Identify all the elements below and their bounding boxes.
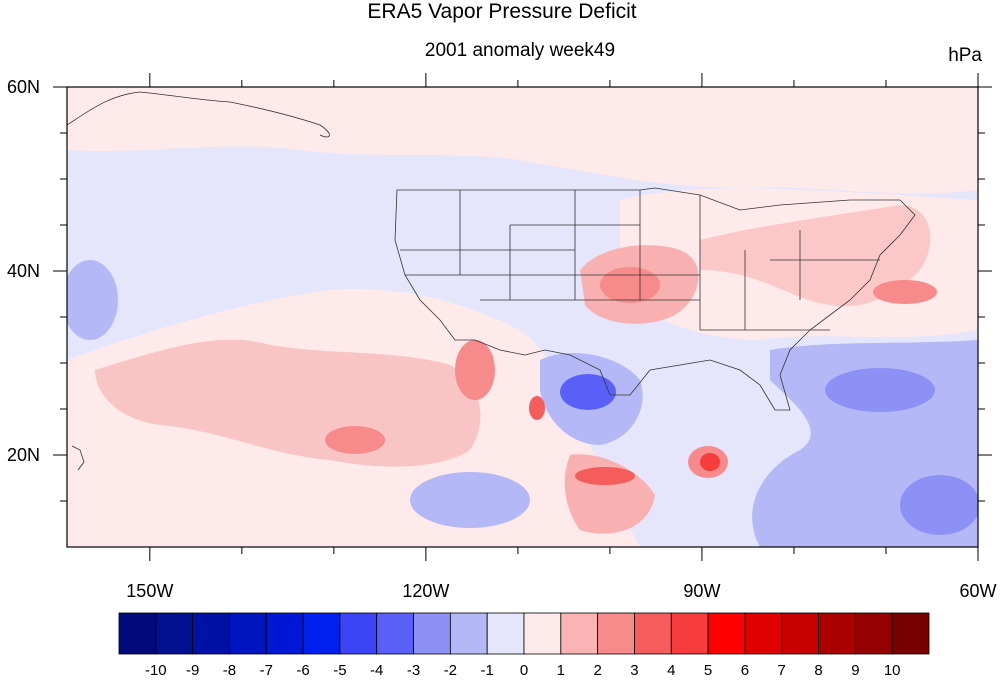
colorbar-swatch (376, 612, 414, 655)
plot-subtitle: 2001 anomaly week49 (424, 40, 616, 61)
colorbar-swatch (155, 612, 194, 655)
state-lines (400, 190, 880, 331)
colorbar-label: 8 (814, 662, 822, 679)
colorbar-label: 5 (704, 662, 712, 679)
colorbar-label: -4 (370, 662, 383, 679)
state-boundaries (394, 187, 916, 411)
lon-tick-label: 60W (959, 581, 996, 601)
plot-title: ERA5 Vapor Pressure Deficit (367, 0, 637, 23)
atlantic-anomaly-neg2 (825, 368, 935, 412)
colorbar-label: 0 (520, 662, 528, 679)
colorbar-label: -2 (444, 662, 457, 679)
colorbar-swatch (891, 612, 930, 655)
colorbar-label: 6 (741, 662, 749, 679)
colorbar-swatch (597, 612, 635, 655)
colorbar-label: 9 (851, 662, 859, 679)
caribbean-5 (700, 453, 720, 471)
colorbar-swatch (707, 612, 746, 655)
colorbar-label: 7 (778, 662, 786, 679)
colorbar-label: -1 (481, 662, 494, 679)
southern-mexico-4 (575, 467, 635, 485)
atlantic-anomaly-3 (873, 280, 937, 304)
colorbar-swatch (854, 612, 893, 655)
colorbar-swatch (118, 612, 157, 655)
colorbar-swatch (265, 612, 304, 655)
baja-anomaly-4 (529, 396, 545, 420)
colorbar-swatch (192, 612, 230, 655)
hawaii-coastline (71, 445, 85, 471)
axis-ticks: 150W 120W 90W 60W 60N 40N 20N (7, 73, 997, 601)
colorbar-swatch (560, 612, 599, 655)
colorbar-swatch (634, 612, 672, 655)
anomaly-field (67, 87, 978, 547)
colorbar-swatch (744, 612, 783, 655)
colorbar-label: -9 (186, 662, 199, 679)
baja-anomaly-3 (455, 340, 495, 400)
lat-tick-label: 40N (7, 261, 40, 281)
colorbar-label: 2 (593, 662, 601, 679)
colorbar-swatch (302, 612, 341, 655)
pacific-anomaly-2 (95, 339, 481, 467)
lon-tick-label: 90W (683, 581, 720, 601)
colorbar-label: -5 (333, 662, 346, 679)
alaska-coastline (66, 91, 330, 138)
colorbar-label: 4 (667, 662, 675, 679)
pacific-anomaly-3 (325, 426, 385, 454)
lon-tick-label: 150W (126, 581, 173, 601)
us-outline (394, 187, 916, 411)
colorbar-swatch (413, 612, 451, 655)
colorbar-swatch (449, 612, 488, 655)
units-label: hPa (948, 45, 982, 66)
colorbar: -10 -9 -8 -7 -6 -5 -4 -3 -2 -1 0 1 2 3 4 5 6 7 8 9 10 (118, 612, 930, 679)
colorbar-label: -8 (223, 662, 236, 679)
colorbar-swatch (523, 612, 562, 655)
colorbar-label: 1 (557, 662, 565, 679)
colorbar-swatch (229, 612, 267, 655)
colorbar-swatch (781, 612, 819, 655)
caribbean-neg2 (900, 475, 978, 535)
tropical-pacific-neg (410, 472, 530, 528)
northeast-anomaly-2 (700, 205, 931, 307)
lat-tick-label: 20N (7, 445, 40, 465)
colorbar-swatch (670, 612, 709, 655)
plains-anomaly-3 (600, 267, 660, 303)
colorbar-label: 10 (884, 662, 901, 679)
colorbar-label: -6 (296, 662, 309, 679)
colorbar-swatch (486, 612, 525, 655)
northern-positive-band (67, 87, 978, 194)
colorbar-swatch (818, 612, 856, 655)
west-pacific-neg (67, 260, 118, 340)
colorbar-label: 3 (630, 662, 638, 679)
lat-tick-label: 60N (7, 77, 40, 97)
lon-tick-label: 120W (402, 581, 449, 601)
colorbar-label: -3 (407, 662, 420, 679)
colorbar-swatch (339, 612, 378, 655)
colorbar-label: -7 (260, 662, 273, 679)
gulf-anomaly-neg3 (560, 374, 616, 410)
colorbar-label: -10 (145, 662, 167, 679)
